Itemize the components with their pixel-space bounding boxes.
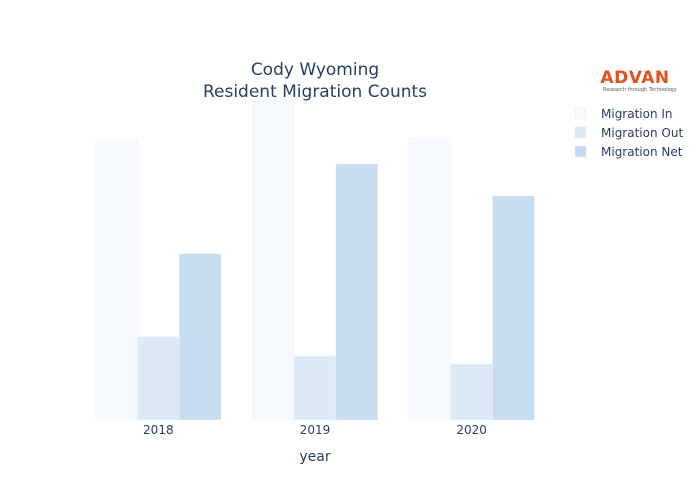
logo-tagline: Research through Technology: [603, 87, 677, 93]
legend-item-migration-out[interactable]: Migration Out: [574, 126, 683, 140]
legend-swatch: [574, 145, 587, 158]
legend-label: Migration Net: [601, 145, 683, 159]
advan-logo: ADVAN Research through Technology: [600, 68, 676, 93]
legend-swatch: [574, 126, 587, 139]
legend: Migration In Migration Out Migration Net: [574, 107, 683, 159]
logo-name: ADVAN: [600, 68, 669, 88]
bar-migration-net-2019: [335, 163, 378, 421]
chart-title-line-2: Resident Migration Counts: [203, 82, 427, 102]
bar-migration-out-2020: [450, 363, 493, 421]
x-axis-ticks: 2018 2019 2020: [143, 423, 487, 437]
bar-migration-net-2018: [178, 253, 222, 421]
bar-migration-out-2018: [137, 336, 180, 421]
x-axis-title: year: [299, 449, 330, 465]
x-tick-label: 2020: [456, 423, 487, 437]
bar-migration-net-2020: [492, 195, 535, 421]
bar-migration-in-2019: [252, 99, 295, 421]
legend-label: Migration Out: [601, 126, 683, 140]
x-tick-label: 2018: [143, 423, 174, 437]
legend-label: Migration In: [601, 107, 673, 121]
legend-swatch: [574, 107, 587, 120]
bar-migration-out-2019: [293, 355, 337, 421]
chart-title-line-1: Cody Wyoming: [251, 60, 379, 80]
legend-item-migration-net[interactable]: Migration Net: [574, 145, 683, 159]
bar-migration-in-2018: [95, 139, 138, 421]
legend-item-migration-in[interactable]: Migration In: [574, 107, 673, 121]
bar-migration-in-2020: [408, 138, 452, 421]
plot-area: [95, 99, 535, 421]
chart-title: Cody Wyoming Resident Migration Counts: [203, 60, 427, 102]
x-tick-label: 2019: [300, 423, 331, 437]
